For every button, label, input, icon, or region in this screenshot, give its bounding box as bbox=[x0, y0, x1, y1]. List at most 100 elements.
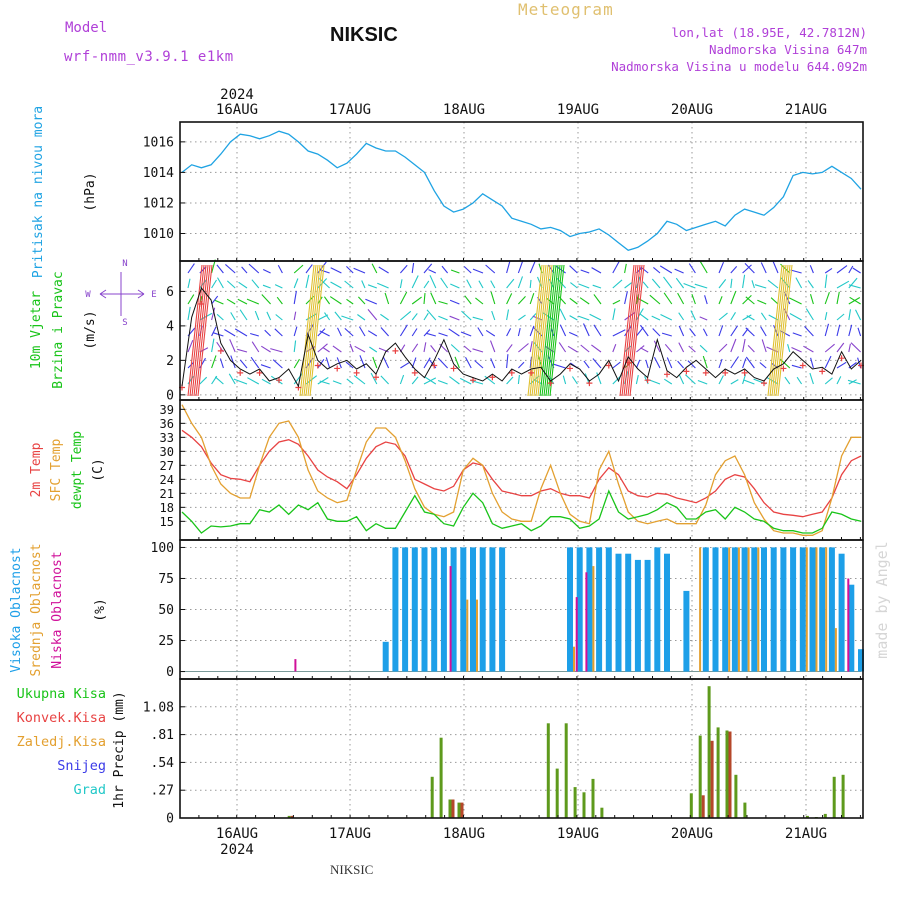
wind-barb bbox=[836, 313, 845, 321]
wind-barb bbox=[506, 278, 515, 289]
wind-barb bbox=[370, 372, 378, 385]
temp-sfc-label: SFC Temp bbox=[49, 439, 64, 502]
precip-total-bar bbox=[743, 802, 747, 818]
wind-barb bbox=[411, 376, 419, 385]
wind-barb bbox=[399, 291, 408, 305]
wind-barb bbox=[578, 315, 590, 321]
temp-dewpoint-label: dewpt Temp bbox=[70, 431, 85, 509]
wind-barb bbox=[378, 347, 389, 353]
wind-barb bbox=[187, 278, 191, 289]
watermark: made by Angel bbox=[873, 541, 891, 658]
cloud-high-bar bbox=[712, 547, 719, 672]
precip-total-bar bbox=[698, 735, 702, 818]
wind-barb bbox=[475, 297, 484, 305]
wind-barb bbox=[788, 297, 802, 305]
wind-barb bbox=[593, 324, 602, 337]
precip-convective-bar bbox=[728, 731, 732, 818]
wind-barb bbox=[659, 265, 673, 274]
wind-barb bbox=[233, 378, 248, 385]
wind-barb bbox=[400, 362, 410, 369]
cloud-mid-bar bbox=[466, 599, 469, 672]
wind-barb bbox=[699, 261, 708, 274]
wind-barb bbox=[323, 296, 331, 305]
lonlat-text: lon,lat (18.95E, 42.7812N) bbox=[671, 25, 867, 40]
wind-barb bbox=[378, 266, 389, 274]
precip-total-bar bbox=[725, 730, 729, 818]
wind-barb bbox=[745, 296, 755, 305]
wind-barb bbox=[635, 326, 644, 337]
cloud-high-bar bbox=[770, 547, 777, 672]
elevation-model-text: Nadmorska Visina u modelu 644.092m bbox=[611, 59, 867, 74]
wind-barb bbox=[685, 374, 696, 385]
y-tick-label: .54 bbox=[151, 756, 175, 771]
wind-streak bbox=[539, 264, 555, 397]
wind-streak bbox=[187, 264, 203, 397]
wind-barb bbox=[459, 377, 472, 385]
wind-barb bbox=[635, 374, 639, 385]
wind-barb bbox=[334, 311, 342, 321]
wind-barb bbox=[423, 329, 431, 337]
wind-barb bbox=[506, 354, 509, 369]
precip-convective-bar bbox=[460, 802, 464, 818]
cloud-high-bar bbox=[431, 547, 438, 672]
wind-streak bbox=[775, 264, 791, 397]
wind-gust-marker bbox=[314, 362, 321, 369]
wind-streak bbox=[533, 264, 549, 397]
wind-unit: (m/s) bbox=[83, 310, 98, 349]
wind-barb bbox=[824, 311, 828, 321]
cloud-high-bar bbox=[586, 547, 593, 672]
wind-barb bbox=[653, 266, 661, 274]
wind-barb bbox=[852, 267, 861, 274]
wind-gust-marker bbox=[373, 374, 379, 381]
legend-snow: Snijeg bbox=[57, 758, 106, 774]
wind-barb bbox=[237, 348, 248, 353]
wind-barb bbox=[211, 307, 216, 321]
wind-barb bbox=[640, 347, 649, 353]
wind-barb bbox=[260, 364, 271, 369]
wind-barb bbox=[666, 357, 673, 369]
wind-barb bbox=[305, 264, 313, 274]
wind-barb bbox=[293, 326, 298, 337]
wind-gust-marker bbox=[683, 368, 690, 375]
wind-barb bbox=[683, 282, 696, 289]
y-tick-label: 30 bbox=[160, 445, 174, 459]
wind-barb bbox=[187, 263, 195, 274]
wind-streak bbox=[771, 264, 787, 397]
wind-barb bbox=[562, 375, 567, 385]
wind-barb bbox=[784, 376, 791, 385]
wind-barb bbox=[770, 297, 779, 305]
wind-barb bbox=[579, 297, 590, 305]
compass-s: S bbox=[122, 318, 127, 328]
panel-frame bbox=[179, 121, 864, 262]
wind-barb bbox=[238, 281, 248, 289]
x-day-label-top: 21AUG bbox=[785, 102, 827, 118]
wind-barb bbox=[237, 298, 248, 305]
cloud-mid-bar bbox=[737, 547, 740, 672]
wind-barb bbox=[254, 310, 260, 321]
y-tick-label: 33 bbox=[160, 431, 174, 445]
wind-barb bbox=[730, 356, 739, 369]
wind-barb bbox=[518, 314, 526, 321]
wind-barb bbox=[679, 374, 685, 385]
wind-barb bbox=[411, 328, 418, 337]
wind-dir-label: Brzina i Pravac bbox=[51, 271, 66, 388]
wind-barb bbox=[214, 376, 224, 385]
wind-barb bbox=[241, 266, 248, 274]
wind-barb bbox=[804, 326, 814, 337]
wind-barb bbox=[718, 325, 724, 337]
y-tick-label: 75 bbox=[158, 572, 174, 587]
cloud-high-bar bbox=[722, 547, 729, 672]
precip-total-bar bbox=[823, 813, 827, 818]
cloud-high-bar bbox=[702, 547, 709, 672]
wind-barb bbox=[848, 309, 852, 321]
wind-barb bbox=[506, 309, 510, 321]
precip-total-bar bbox=[564, 723, 568, 818]
wind-gust-marker bbox=[508, 369, 515, 376]
cloud-high-bar bbox=[809, 547, 816, 672]
cloud-high-bar bbox=[421, 547, 428, 672]
wind-barb bbox=[411, 262, 415, 274]
wind-gust-marker bbox=[838, 355, 845, 362]
wind-barb bbox=[596, 372, 602, 385]
wind-barb bbox=[848, 324, 853, 337]
model-label: Model bbox=[65, 20, 108, 36]
